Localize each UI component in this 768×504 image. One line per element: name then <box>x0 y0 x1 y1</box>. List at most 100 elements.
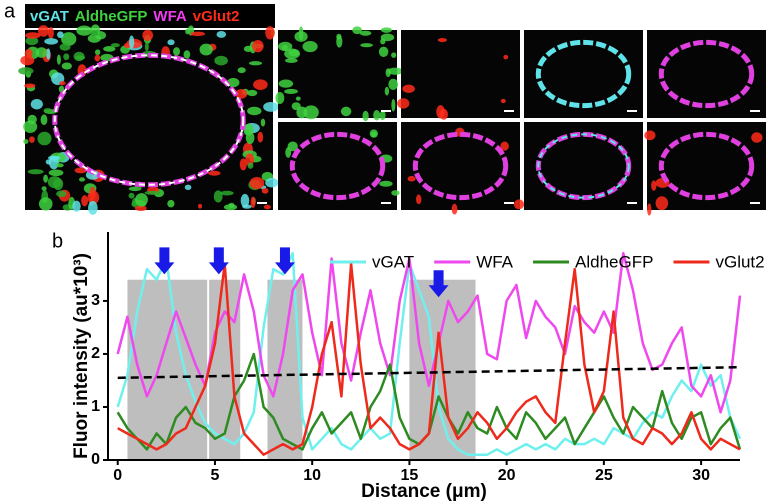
speckle <box>129 35 135 49</box>
speckle <box>37 25 49 37</box>
speckle <box>59 43 71 51</box>
speckle <box>41 186 47 191</box>
speckle <box>61 62 72 70</box>
scale-bar <box>750 202 760 204</box>
speckle <box>197 203 203 209</box>
image-tile <box>401 30 520 118</box>
arrow <box>274 247 295 275</box>
speckle <box>378 46 389 57</box>
speckle <box>103 45 116 52</box>
speckle <box>228 202 235 209</box>
speckle <box>436 105 445 119</box>
speckle <box>72 200 81 212</box>
speckle <box>302 41 318 53</box>
speckle <box>391 99 396 112</box>
x-tick-label: 15 <box>401 467 419 484</box>
speckle <box>227 77 240 88</box>
speckle <box>644 130 656 141</box>
speckle <box>240 193 250 208</box>
scale-bar <box>504 202 514 204</box>
speckle <box>134 205 147 212</box>
legend-label: WFA <box>476 252 513 271</box>
speckle <box>25 32 41 39</box>
legend-label: AldheGFP <box>575 252 653 271</box>
speckle <box>142 29 154 41</box>
speckle <box>655 196 669 211</box>
speckle <box>379 180 393 187</box>
speckle <box>373 109 381 121</box>
speckle <box>167 199 175 208</box>
speckle <box>43 174 48 183</box>
speckle <box>380 33 395 42</box>
speckle <box>278 79 294 88</box>
speckle <box>89 186 96 201</box>
scale-bar <box>750 110 760 112</box>
speckle <box>336 35 343 48</box>
speckle <box>18 67 34 75</box>
arrow <box>154 247 175 275</box>
cell-outline <box>53 54 245 186</box>
speckle <box>46 48 51 60</box>
speckle <box>167 39 175 46</box>
speckle <box>81 195 89 207</box>
arrow <box>428 270 449 298</box>
microscopy-panels <box>18 24 766 216</box>
speckle <box>25 36 39 46</box>
speckle <box>135 193 148 207</box>
speckle <box>352 26 363 35</box>
speckle <box>29 136 35 143</box>
cell-outline <box>537 133 630 199</box>
channel-label: vGAT <box>30 8 69 25</box>
cell-outline <box>658 39 755 109</box>
speckle <box>249 177 265 190</box>
x-tick-label: 30 <box>692 467 710 484</box>
speckle <box>216 30 227 38</box>
speckle <box>263 101 279 112</box>
speckle <box>359 30 372 36</box>
series-line <box>117 262 741 456</box>
speckle <box>247 106 262 116</box>
speckle <box>437 37 448 43</box>
arrow <box>208 247 229 275</box>
x-tick-label: 5 <box>211 467 220 484</box>
speckle <box>647 203 652 216</box>
speckle <box>173 47 181 56</box>
scale-bar <box>257 202 267 204</box>
speckle <box>340 106 352 117</box>
speckle <box>48 169 64 177</box>
speckle <box>27 114 37 125</box>
speckle <box>20 55 35 66</box>
speckle <box>263 204 271 210</box>
speckle <box>402 84 415 93</box>
speckle <box>243 123 254 136</box>
speckle <box>76 25 93 36</box>
speckle <box>214 55 228 66</box>
speckle <box>183 50 191 59</box>
y-tick-label: 0 <box>91 451 100 468</box>
speckle <box>247 89 258 97</box>
speckle <box>362 110 369 122</box>
speckle <box>199 43 213 56</box>
speckle <box>38 197 53 211</box>
speckle <box>285 58 298 63</box>
speckle <box>235 88 248 99</box>
speckle <box>287 141 298 152</box>
speckle <box>260 118 266 127</box>
speckle <box>391 190 400 196</box>
speckle <box>253 79 268 90</box>
speckle <box>44 38 59 45</box>
scale-bar <box>381 110 391 112</box>
x-tick-label: 25 <box>595 467 613 484</box>
speckle <box>397 98 410 109</box>
scale-bar <box>627 110 637 112</box>
speckle <box>500 98 506 104</box>
speckle <box>24 83 36 89</box>
speckle <box>87 33 101 43</box>
speckle <box>407 175 416 182</box>
speckle <box>415 194 422 205</box>
channel-label: vGlut2 <box>193 8 240 25</box>
speckle <box>261 187 269 194</box>
speckle <box>57 31 64 39</box>
